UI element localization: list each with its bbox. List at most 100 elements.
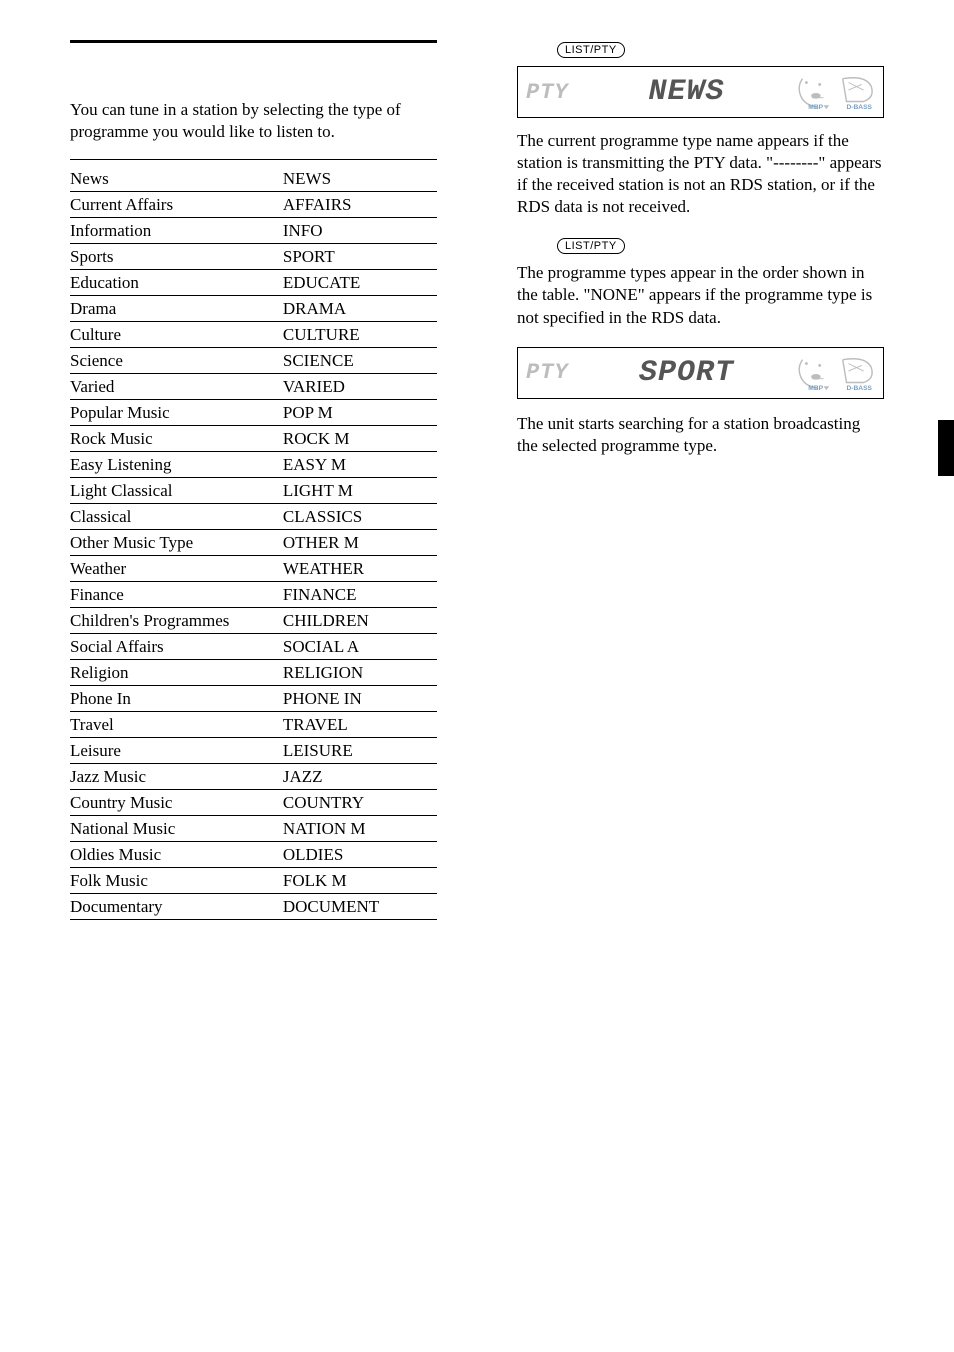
paragraph-order: The programme types appear in the order … [517,262,884,328]
dbass-label: D-BASS [847,104,873,111]
intro-paragraph: You can tune in a station by selecting t… [70,99,437,143]
table-row: ClassicalCLASSICS [70,504,437,530]
pty-name: Social Affairs [70,634,283,660]
table-row: Other Music TypeOTHER M [70,530,437,556]
pty-name: News [70,166,283,192]
table-row: Current AffairsAFFAIRS [70,192,437,218]
pty-display: CHILDREN [283,608,437,634]
table-row: TravelTRAVEL [70,712,437,738]
pty-name: Current Affairs [70,192,283,218]
pty-display: EASY M [283,452,437,478]
pty-name: Other Music Type [70,530,283,556]
pty-display: DRAMA [283,296,437,322]
pty-display: CLASSICS [283,504,437,530]
pty-name: Jazz Music [70,764,283,790]
svg-text:D-BASS: D-BASS [847,385,873,392]
heading-rule [70,40,437,43]
table-top-rule [70,159,437,160]
pty-display: LIGHT M [283,478,437,504]
lcd-display-sport: PTY SPORT MBP [517,347,884,399]
pty-name: Easy Listening [70,452,283,478]
pty-name: Oldies Music [70,842,283,868]
pty-name: Folk Music [70,868,283,894]
pty-name: Children's Programmes [70,608,283,634]
list-pty-button-2[interactable]: LIST/PTY [557,238,625,254]
pty-name: Weather [70,556,283,582]
table-row: National MusicNATION M [70,816,437,842]
list-pty-button[interactable]: LIST/PTY [557,42,625,58]
pty-display: LEISURE [283,738,437,764]
table-row: ReligionRELIGION [70,660,437,686]
pty-name: Light Classical [70,478,283,504]
lcd-display-news: PTY NEWS MBP [517,66,884,118]
pty-name: Education [70,270,283,296]
pty-display: OLDIES [283,842,437,868]
pty-display: FINANCE [283,582,437,608]
pty-name: Finance [70,582,283,608]
pty-display: DOCUMENT [283,894,437,920]
paragraph-search: The unit starts searching for a station … [517,413,884,457]
pty-display: NATION M [283,816,437,842]
pty-display: SPORT [283,244,437,270]
d-bass-icon: D-BASS [837,72,875,112]
table-row: Light ClassicalLIGHT M [70,478,437,504]
table-row: DramaDRAMA [70,296,437,322]
pty-name: National Music [70,816,283,842]
table-row: Phone InPHONE IN [70,686,437,712]
pty-name: Popular Music [70,400,283,426]
table-row: Popular MusicPOP M [70,400,437,426]
table-row: NewsNEWS [70,166,437,192]
table-row: Rock MusicROCK M [70,426,437,452]
pty-display: EDUCATE [283,270,437,296]
pty-display: INFO [283,218,437,244]
table-row: SportsSPORT [70,244,437,270]
pty-name: Leisure [70,738,283,764]
table-row: Folk MusicFOLK M [70,868,437,894]
pty-table: NewsNEWSCurrent AffairsAFFAIRSInformatio… [70,166,437,920]
table-row: Social AffairsSOCIAL A [70,634,437,660]
side-tab [938,420,954,476]
pty-display: SOCIAL A [283,634,437,660]
pty-display: JAZZ [283,764,437,790]
table-row: WeatherWEATHER [70,556,437,582]
pty-name: Rock Music [70,426,283,452]
table-row: ScienceSCIENCE [70,348,437,374]
paragraph-current-type: The current programme type name appears … [517,130,884,218]
table-row: LeisureLEISURE [70,738,437,764]
pty-display: PHONE IN [283,686,437,712]
svg-text:MBP: MBP [808,385,823,392]
pty-name: Phone In [70,686,283,712]
table-row: Country MusicCOUNTRY [70,790,437,816]
pty-name: Science [70,348,283,374]
table-row: Jazz MusicJAZZ [70,764,437,790]
pty-display: POP M [283,400,437,426]
pty-name: Travel [70,712,283,738]
pty-display: FOLK M [283,868,437,894]
pty-name: Culture [70,322,283,348]
pty-name: Drama [70,296,283,322]
pty-name: Classical [70,504,283,530]
table-row: Children's ProgrammesCHILDREN [70,608,437,634]
pty-display: OTHER M [283,530,437,556]
table-row: Easy ListeningEASY M [70,452,437,478]
lcd-main-text-2: SPORT [584,356,789,390]
pty-name: Documentary [70,894,283,920]
pty-name: Information [70,218,283,244]
pty-display: SCIENCE [283,348,437,374]
pty-display: VARIED [283,374,437,400]
table-row: Oldies MusicOLDIES [70,842,437,868]
pty-display: WEATHER [283,556,437,582]
lcd-pty-label: PTY [526,80,578,105]
pty-display: RELIGION [283,660,437,686]
pty-name: Varied [70,374,283,400]
pty-display: CULTURE [283,322,437,348]
table-row: DocumentaryDOCUMENT [70,894,437,920]
pty-display: ROCK M [283,426,437,452]
table-row: FinanceFINANCE [70,582,437,608]
table-row: CultureCULTURE [70,322,437,348]
mbp-icon: MBP [795,72,833,112]
d-bass-icon-2: D-BASS [837,353,875,393]
mbp-label: MBP [808,104,823,111]
pty-name: Sports [70,244,283,270]
pty-name: Religion [70,660,283,686]
